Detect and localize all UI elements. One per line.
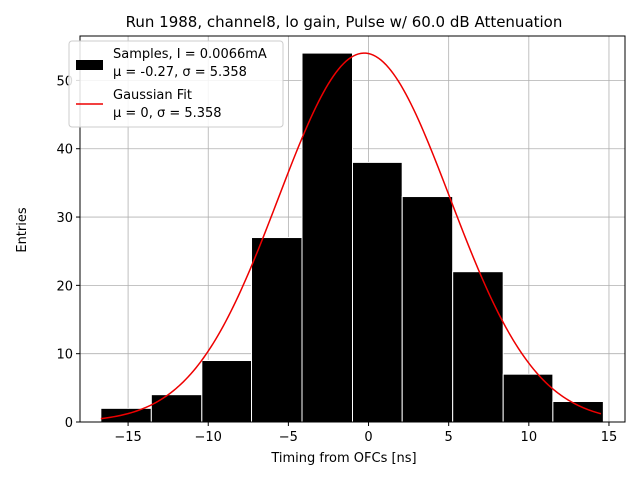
legend-samples-label: Samples, I = 0.0066mA — [113, 47, 267, 62]
x-axis-label: Timing from OFCs [ns] — [270, 451, 416, 466]
histogram-bar-8 — [452, 271, 504, 423]
gaussian-fit — [100, 52, 602, 420]
legend-samples-stats: μ = -0.27, σ = 5.358 — [113, 65, 247, 80]
x-tick-label: 15 — [601, 430, 618, 445]
x-tick-label: −10 — [195, 430, 222, 445]
legend-fit-stats: μ = 0, σ = 5.358 — [113, 106, 222, 121]
x-tick-label: 0 — [364, 430, 372, 445]
y-tick-label: 20 — [56, 279, 73, 294]
histogram-bar-1 — [100, 407, 152, 423]
x-tick-label: −5 — [279, 430, 298, 445]
legend-fit-label: Gaussian Fit — [113, 88, 192, 103]
x-tick-label: 5 — [445, 430, 453, 445]
y-axis-label: Entries — [15, 207, 30, 253]
chart-title: Run 1988, channel8, lo gain, Pulse w/ 60… — [126, 13, 563, 31]
histogram-bar-3 — [201, 360, 253, 423]
y-tick-label: 10 — [56, 348, 73, 363]
x-tick-label: −15 — [114, 430, 141, 445]
histogram-bar-4 — [251, 237, 303, 423]
gaussian-fit-curve — [100, 52, 602, 420]
legend: Samples, I = 0.0066mA μ = -0.27, σ = 5.3… — [68, 40, 284, 128]
legend-box — [68, 40, 284, 128]
histogram-bar-6 — [352, 161, 403, 423]
axes-border — [79, 35, 626, 423]
x-tick-label: 10 — [521, 430, 538, 445]
y-tick-label: 40 — [56, 143, 73, 158]
axes-frame — [79, 35, 626, 423]
histogram-bar-7 — [401, 196, 454, 423]
y-tick-label: 0 — [65, 416, 73, 431]
y-tick-label: 30 — [56, 211, 73, 226]
legend-samples-swatch — [76, 60, 103, 70]
histogram-bars — [100, 52, 604, 423]
x-axis-ticks: −15 −10 −5 0 5 10 15 — [114, 422, 617, 445]
histogram-bar-5 — [301, 52, 353, 423]
histogram-bar-2 — [150, 394, 203, 423]
